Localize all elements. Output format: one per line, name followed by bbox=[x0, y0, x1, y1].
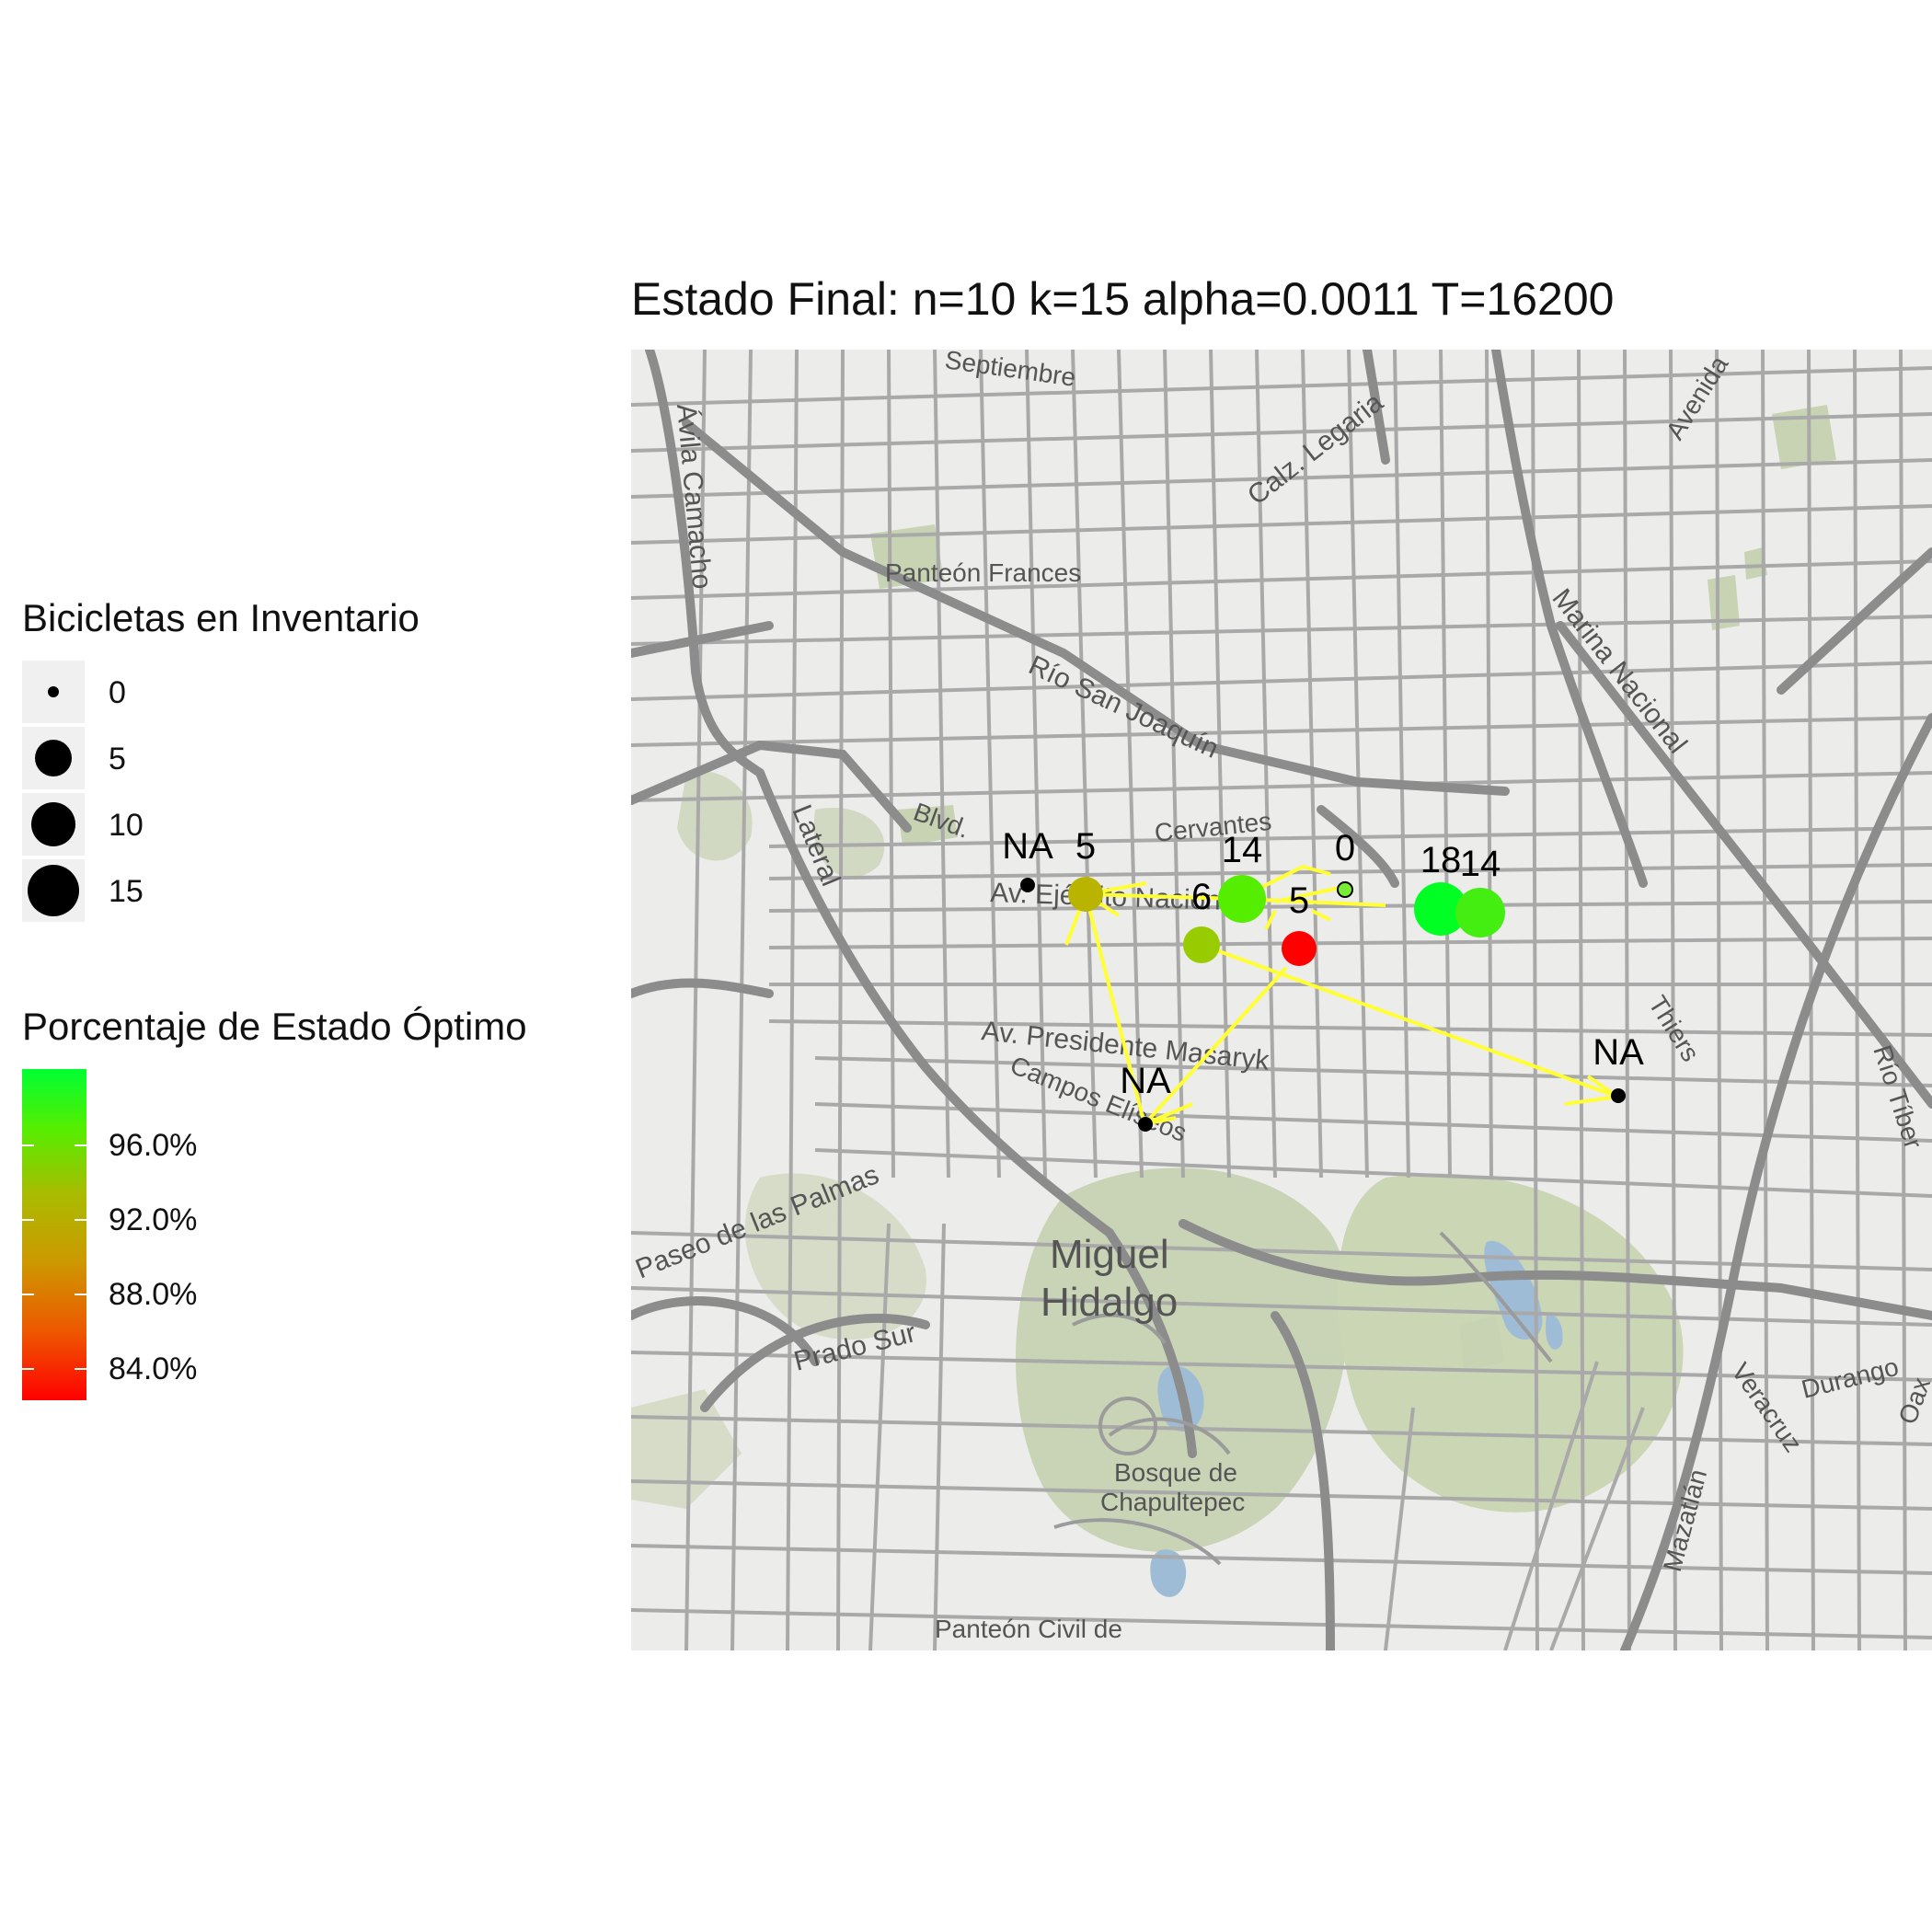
tick-right-88 bbox=[75, 1294, 86, 1295]
major-roads bbox=[631, 350, 1932, 1650]
label-hidalgo: Hidalgo bbox=[1041, 1280, 1178, 1325]
size-key-0 bbox=[22, 661, 85, 723]
size-key-10 bbox=[22, 793, 85, 856]
size-label-5: 5 bbox=[109, 742, 126, 776]
station-9 bbox=[1138, 1117, 1153, 1132]
size-legend-title: Bicicletas en Inventario bbox=[22, 596, 420, 639]
chart-title: Estado Final: n=10 k=15 alpha=0.0011 T=1… bbox=[631, 273, 1615, 325]
station-label-9: NA bbox=[1120, 1061, 1171, 1101]
station-label-2: 6 bbox=[1191, 877, 1212, 917]
grad-label-92: 92.0% bbox=[109, 1202, 198, 1237]
stations bbox=[1020, 875, 1626, 1132]
route-o bbox=[1264, 910, 1277, 930]
grad-label-88: 88.0% bbox=[109, 1277, 198, 1312]
station-3 bbox=[1218, 875, 1266, 923]
route-j bbox=[1564, 1095, 1618, 1106]
route-i bbox=[1201, 943, 1618, 1098]
label-panteon-frances: Panteón Frances bbox=[885, 558, 1081, 587]
station-label-4: 5 bbox=[1289, 880, 1309, 921]
color-legend-title: Porcentaje de Estado Óptimo bbox=[22, 1005, 527, 1048]
label-bosque-2: Chapultepec bbox=[1100, 1488, 1245, 1516]
tick-left-88 bbox=[22, 1294, 34, 1295]
map-panel[interactable]: Panteón Frances Río San Joaquín Calz. Le… bbox=[631, 350, 1932, 1650]
route-e bbox=[1084, 893, 1146, 1125]
route-p bbox=[1311, 909, 1331, 922]
route-h bbox=[1143, 966, 1288, 1126]
size-key-5 bbox=[22, 727, 85, 789]
label-miguel: Miguel bbox=[1050, 1232, 1169, 1277]
route-n bbox=[1274, 886, 1340, 903]
station-1 bbox=[1068, 877, 1103, 912]
station-4 bbox=[1282, 931, 1317, 966]
station-label-6: 18 bbox=[1420, 840, 1462, 880]
station-label-0: NA bbox=[1002, 826, 1053, 867]
park-trails bbox=[1053, 1231, 1553, 1566]
tick-right-92 bbox=[75, 1219, 86, 1221]
size-label-10: 10 bbox=[109, 808, 144, 843]
tick-right-84 bbox=[75, 1368, 86, 1370]
tick-left-96 bbox=[22, 1144, 34, 1146]
station-2 bbox=[1183, 926, 1220, 963]
station-5 bbox=[1337, 881, 1353, 898]
grad-label-84: 84.0% bbox=[109, 1351, 198, 1386]
station-8 bbox=[1611, 1088, 1626, 1103]
size-key-15 bbox=[22, 859, 85, 922]
label-panteon-civil: Panteón Civil de bbox=[935, 1615, 1122, 1643]
grad-label-96: 96.0% bbox=[109, 1128, 198, 1163]
color-gradient-bar bbox=[22, 1069, 86, 1400]
station-label-7: 14 bbox=[1460, 844, 1501, 884]
tick-left-92 bbox=[22, 1219, 34, 1221]
station-7 bbox=[1455, 888, 1505, 937]
route-m bbox=[1302, 865, 1331, 876]
station-label-1: 5 bbox=[1075, 826, 1096, 867]
station-0 bbox=[1020, 878, 1035, 892]
station-label-3: 14 bbox=[1222, 830, 1263, 870]
size-label-15: 15 bbox=[109, 874, 144, 909]
station-label-8: NA bbox=[1593, 1032, 1644, 1073]
station-6 bbox=[1414, 882, 1467, 936]
minor-streets bbox=[631, 350, 1932, 1650]
station-labels: NA 5 6 14 5 0 18 14 NA NA bbox=[1002, 826, 1644, 1101]
label-bosque-1: Bosque de bbox=[1114, 1458, 1237, 1487]
tick-right-96 bbox=[75, 1144, 86, 1146]
station-label-5: 0 bbox=[1335, 828, 1355, 868]
size-label-0: 0 bbox=[109, 675, 126, 710]
tick-left-84 bbox=[22, 1368, 34, 1370]
